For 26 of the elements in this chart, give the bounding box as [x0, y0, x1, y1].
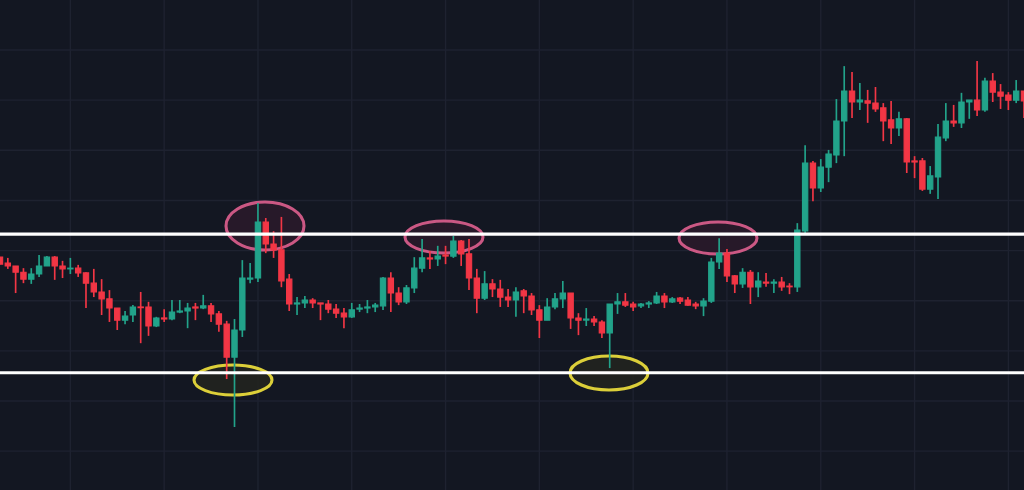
candlestick	[512, 286, 520, 318]
candlestick	[583, 307, 590, 327]
candlestick	[739, 267, 746, 289]
candlestick	[856, 82, 864, 111]
candlestick	[442, 244, 449, 265]
candlestick	[950, 104, 957, 128]
candlestick	[942, 102, 950, 142]
candlestick	[762, 272, 770, 288]
candlestick	[1012, 79, 1020, 104]
candlestick	[473, 268, 481, 315]
candlestick	[895, 111, 903, 137]
candlestick	[450, 235, 457, 259]
candlestick	[426, 250, 434, 270]
candlestick	[293, 296, 301, 316]
candlestick	[434, 244, 441, 267]
candlestick	[848, 71, 856, 119]
candlestick	[481, 270, 488, 301]
candlestick	[973, 60, 981, 117]
candlestick	[543, 297, 551, 321]
candlestick	[457, 239, 465, 267]
candlestick	[755, 271, 762, 298]
candlestick	[747, 269, 754, 305]
candlestick	[559, 280, 567, 309]
candlestick	[207, 302, 215, 323]
candlestick	[160, 308, 168, 323]
candlestick	[770, 278, 778, 294]
